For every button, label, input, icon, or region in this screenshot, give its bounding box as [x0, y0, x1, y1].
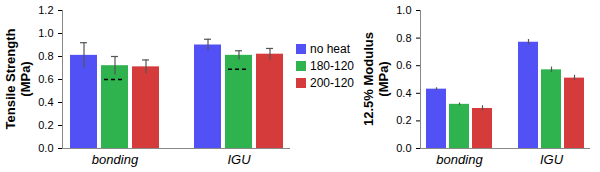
svg-text:bonding: bonding	[436, 152, 483, 167]
svg-text:1.0: 1.0	[38, 27, 53, 39]
svg-text:0.4: 0.4	[38, 96, 53, 108]
svg-text:1.0: 1.0	[396, 4, 411, 16]
html-text:no heat: no heat	[310, 41, 350, 56]
html-text:200-120: 200-120	[310, 75, 354, 90]
svg-text:IGU: IGU	[540, 152, 564, 167]
svg-text:0.0: 0.0	[396, 142, 411, 154]
svg-text:1.2: 1.2	[38, 4, 53, 16]
svg-text:IGU: IGU	[227, 152, 251, 167]
html-text:Tensile Strength (MPa): Tensile Strength (MPa)	[3, 28, 33, 130]
svg-text:0.2: 0.2	[396, 114, 411, 126]
html-text:180-120: 180-120	[310, 58, 354, 73]
svg-text:0.2: 0.2	[38, 119, 53, 131]
svg-text:0.6: 0.6	[38, 73, 53, 85]
svg-text:bonding: bonding	[92, 152, 139, 167]
svg-text:0.8: 0.8	[38, 50, 53, 62]
svg-text:0.8: 0.8	[396, 32, 411, 44]
svg-text:0.6: 0.6	[396, 59, 411, 71]
html-text:12.5% Modulus (MPa): 12.5% Modulus (MPa)	[361, 32, 391, 126]
svg-text:0.0: 0.0	[38, 142, 53, 154]
svg-text:0.4: 0.4	[396, 87, 411, 99]
